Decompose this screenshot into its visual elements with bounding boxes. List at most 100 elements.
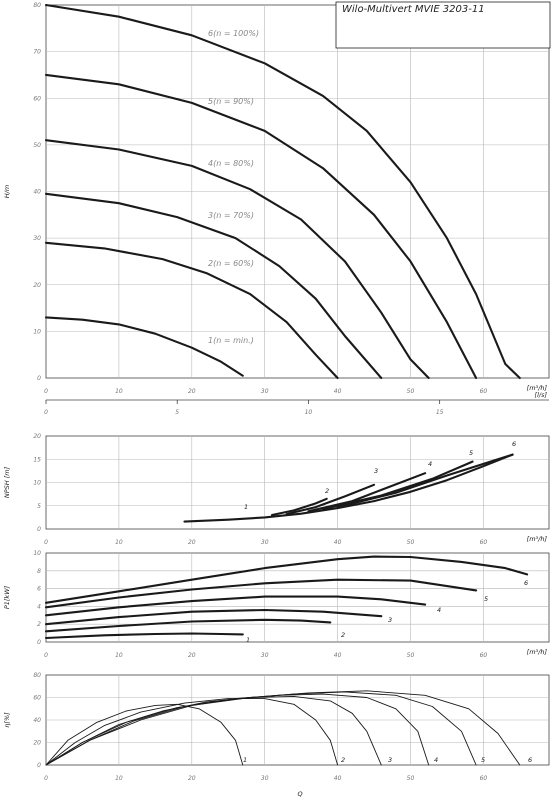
power-y-tick-label: 8: [37, 568, 41, 575]
power-series-line-2: [44, 618, 332, 633]
head-series-line-2: [44, 241, 339, 380]
npsh-x-tick-label: 50: [407, 539, 415, 546]
power-plot-frame: [45, 552, 550, 643]
npsh-series-line-2: [270, 497, 328, 517]
power-x-tick-label: 20: [188, 652, 196, 659]
npsh-series-line-4: [307, 472, 427, 513]
power-y-tick-label: 4: [37, 603, 41, 610]
head-curve-label-4: 4(n = 80%): [208, 159, 254, 168]
power-curve-label-6: 6: [524, 579, 528, 587]
npsh-series-line-1: [183, 453, 514, 523]
head-y-tick-label: 70: [33, 49, 41, 56]
power-x-tick-label: 50: [407, 652, 415, 659]
npsh-y-tick-label: 5: [37, 503, 41, 510]
secondary-axis-label: [l/s]: [535, 391, 548, 399]
power-x-tick-label: 10: [115, 652, 123, 659]
power-x-tick-label: 0: [44, 652, 48, 659]
npsh-x-tick-label: 10: [115, 539, 123, 546]
power-x-tick-label: 30: [261, 652, 269, 659]
head-curve-label-1: 1(n = min.): [208, 336, 254, 345]
npsh-curve-label-2: 2: [325, 487, 329, 495]
head-series-line-6: [44, 3, 521, 380]
power-y-tick-label: 0: [37, 639, 41, 646]
efficiency-y-axis-label: η[%]: [3, 712, 11, 728]
head-series-line-4: [44, 139, 430, 380]
head-x-tick-label: 60: [480, 388, 488, 395]
efficiency-x-tick-label: 0: [44, 775, 48, 782]
head-curve-label-5: 5(n = 90%): [208, 97, 254, 106]
efficiency-curve-label-6: 6: [528, 756, 532, 764]
head-y-tick-label: 40: [33, 189, 41, 196]
efficiency-x-tick-label: 40: [334, 775, 342, 782]
power-curve-label-5: 5: [484, 595, 488, 603]
panel-power: 0 10 20 30 40 50 60 0 2 4 6 8 10 [m³/h] P1[kW] 1 2 3 4 5 6: [3, 550, 550, 659]
npsh-y-tick-label: 15: [33, 456, 41, 463]
efficiency-y-tick-label: 20: [33, 740, 41, 747]
head-x-tick-label: 30: [261, 388, 269, 395]
head-series-line-5: [44, 73, 478, 380]
npsh-x-tick-label: 20: [188, 539, 196, 546]
head-y-tick-label: 60: [33, 95, 41, 102]
efficiency-series-line-6: [45, 690, 521, 766]
npsh-x-axis-label: [m³/h]: [527, 535, 548, 543]
power-x-tick-label: 60: [480, 652, 488, 659]
head-series-line-1: [44, 316, 244, 377]
efficiency-x-tick-label: 50: [407, 775, 415, 782]
head-y-tick-label: 50: [33, 142, 41, 149]
npsh-series-line-5: [321, 460, 474, 511]
power-curve-label-3: 3: [388, 616, 392, 624]
panel-npsh: 0 10 20 30 40 50 60 0 5 10 15 20 [m³/h] NPSH [m] 1 2 3 4 5…: [3, 433, 550, 546]
efficiency-y-tick-label: 40: [33, 717, 41, 724]
head-y-tick-label: 30: [33, 235, 41, 242]
secondary-axis-tick-label: 15: [436, 409, 444, 416]
head-x-tick-label: 50: [407, 388, 415, 395]
efficiency-x-axis-label: Q: [297, 790, 302, 798]
secondary-axis-tick-label: 5: [175, 409, 179, 416]
power-series-line-4: [44, 595, 427, 617]
npsh-curve-label-3: 3: [374, 467, 378, 475]
chart-panels: 0 10 20 30 40 50 6001020304050607080[m³/h]H/m0…: [3, 2, 550, 798]
power-y-tick-label: 6: [37, 586, 41, 593]
efficiency-curve-label-3: 3: [388, 756, 392, 764]
power-series-line-6: [44, 555, 529, 604]
npsh-curve-label-1: 1: [244, 503, 248, 511]
secondary-axis-tick-label: 10: [305, 409, 313, 416]
power-x-axis-label: [m³/h]: [527, 648, 548, 656]
npsh-x-tick-label: 60: [480, 539, 488, 546]
npsh-y-tick-label: 20: [33, 433, 41, 440]
head-y-tick-label: 10: [33, 328, 41, 335]
power-curve-label-4: 4: [437, 606, 441, 614]
efficiency-y-tick-label: 80: [33, 672, 41, 679]
head-y-axis-label: H/m: [3, 185, 11, 198]
power-y-tick-label: 10: [33, 550, 41, 557]
efficiency-series-line-2: [45, 698, 339, 766]
head-series-line-3: [44, 192, 383, 380]
head-x-tick-label: 20: [188, 388, 196, 395]
efficiency-x-tick-label: 60: [480, 775, 488, 782]
power-series-line-3: [44, 608, 383, 626]
npsh-x-tick-label: 40: [334, 539, 342, 546]
efficiency-curve-label-2: 2: [341, 756, 345, 764]
chart-title: Wilo-Multivert MVIE 3203-11: [342, 4, 485, 15]
head-y-tick-label: 20: [33, 282, 41, 289]
secondary-axis-tick-label: 0: [44, 409, 48, 416]
head-y-tick-label: 80: [33, 2, 41, 9]
efficiency-curve-label-5: 5: [481, 756, 485, 764]
head-x-axis-label: [m³/h]: [527, 384, 548, 392]
panel-efficiency: 0 10 20 30 40 50 60 0 20 40 60 80 Qη[%] 1 2 3 4 5 6: [3, 672, 550, 798]
npsh-series-line-6: [336, 453, 514, 509]
efficiency-x-tick-label: 30: [261, 775, 269, 782]
efficiency-x-tick-label: 20: [188, 775, 196, 782]
efficiency-y-tick-label: 60: [33, 695, 41, 702]
npsh-series-line-3: [285, 483, 376, 516]
head-x-tick-label: 10: [115, 388, 123, 395]
panel-head: 0 10 20 30 40 50 60 0 10 20 30 40 50 60 70 80 [m³/h] H/m 0…: [3, 2, 550, 416]
npsh-x-tick-label: 30: [261, 539, 269, 546]
npsh-x-tick-label: 0: [44, 539, 48, 546]
head-x-tick-label: 40: [334, 388, 342, 395]
title-box: Wilo-Multivert MVIE 3203-11: [335, 1, 551, 49]
head-curve-label-6: 6(n = 100%): [208, 29, 259, 38]
npsh-curve-label-4: 4: [428, 460, 432, 468]
efficiency-x-tick-label: 10: [115, 775, 123, 782]
